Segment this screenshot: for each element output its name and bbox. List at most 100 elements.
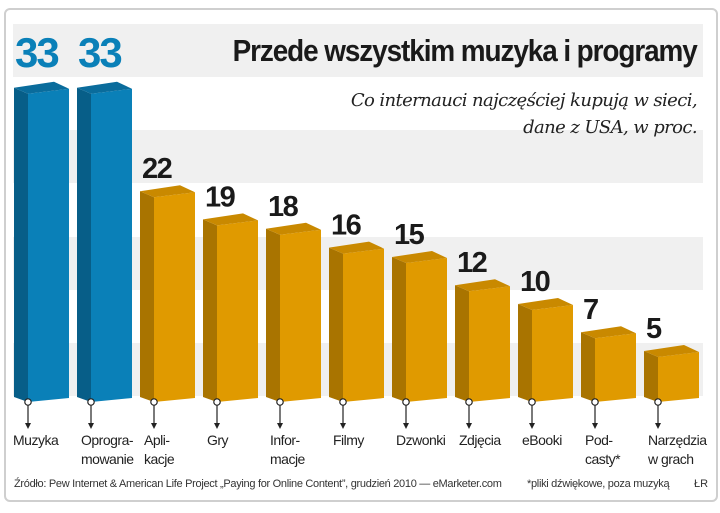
- bar-side: [203, 219, 217, 402]
- bar-top: [77, 81, 132, 94]
- footnote: *pliki dźwiękowe, poza muzyką: [527, 478, 670, 490]
- arrow-icon: [277, 423, 283, 429]
- data-label: 33: [15, 29, 58, 76]
- bar: [154, 192, 195, 402]
- marker-dot: [528, 398, 536, 406]
- category-label-line: Filmy: [333, 432, 364, 448]
- marker-dot: [213, 398, 221, 406]
- category-label: Zdjęcia: [459, 431, 501, 450]
- category-label-line: eBooki: [522, 432, 562, 448]
- arrow-icon: [466, 423, 472, 429]
- category-label-line: Zdjęcia: [459, 432, 501, 448]
- bar-side: [140, 191, 154, 402]
- category-label-line: Dzwonki: [396, 432, 446, 448]
- category-label: Narzędzia w grach: [648, 431, 707, 469]
- bar: [343, 248, 384, 402]
- category-label-line: Muzyka: [13, 432, 59, 448]
- data-label: 18: [268, 191, 299, 223]
- category-label-line: Narzędzia: [648, 432, 707, 448]
- category-label-line: w grach: [648, 451, 694, 467]
- marker-dot: [339, 398, 347, 406]
- chart-subtitle-line-1: Co internauci najczęściej kupują w sieci…: [350, 90, 698, 111]
- chart-subtitle-line-2: dane z USA, w proc.: [523, 117, 697, 138]
- bar: [406, 258, 447, 402]
- bar: [595, 333, 636, 402]
- category-label: Filmy: [333, 431, 364, 450]
- category-label: Infor-macje: [270, 431, 305, 469]
- category-label-line: Apli-: [144, 432, 170, 448]
- arrow-icon: [403, 423, 409, 429]
- marker-dot: [654, 398, 662, 406]
- chart-title: Przede wszystkim muzyka i programy: [232, 33, 698, 68]
- data-label: 33: [78, 29, 121, 76]
- data-label: 16: [331, 210, 362, 242]
- marker-dot: [465, 398, 473, 406]
- category-label-line: Gry: [207, 432, 229, 448]
- marker-dot: [402, 398, 410, 406]
- bar: [532, 305, 573, 402]
- category-label: eBooki: [522, 431, 562, 450]
- category-label: Muzyka: [13, 431, 59, 450]
- marker-dot: [591, 398, 599, 406]
- category-label-line: Oprogra-: [81, 432, 134, 448]
- category-label: Pod-casty*: [585, 431, 621, 469]
- category-label-line: Pod-: [585, 432, 613, 448]
- arrow-icon: [529, 423, 535, 429]
- arrow-icon: [592, 423, 598, 429]
- bar-top: [203, 213, 258, 226]
- bar-side: [455, 285, 469, 402]
- arrow-icon: [88, 423, 94, 429]
- bar-top: [14, 81, 69, 94]
- marker-dot: [150, 398, 158, 406]
- bar-top: [392, 251, 447, 263]
- bar-side: [329, 247, 343, 402]
- bar: [658, 352, 699, 402]
- arrow-icon: [25, 423, 31, 429]
- bar: [91, 88, 132, 403]
- bar-side: [14, 87, 28, 403]
- category-label-line: mowanie: [81, 451, 134, 467]
- bar: [217, 220, 258, 402]
- data-label: 7: [583, 294, 598, 326]
- arrow-icon: [151, 423, 157, 429]
- bar-top: [518, 298, 573, 310]
- marker-dot: [87, 398, 95, 406]
- bar-top: [455, 279, 510, 292]
- bar-top: [581, 326, 636, 339]
- data-label: 22: [142, 153, 172, 185]
- arrow-icon: [340, 423, 346, 429]
- data-label: 10: [520, 266, 550, 298]
- arrow-icon: [214, 423, 220, 429]
- bar-side: [518, 304, 532, 402]
- source-note: Źródło: Pew Internet & American Life Pro…: [14, 478, 502, 490]
- arrow-icon: [655, 423, 661, 429]
- category-label: Gry: [207, 431, 229, 450]
- data-label: 5: [646, 313, 662, 345]
- bar: [28, 88, 69, 403]
- category-label: Apli-kacje: [144, 431, 175, 469]
- bar: [469, 286, 510, 402]
- bar-side: [77, 87, 91, 403]
- bar-top: [329, 241, 384, 254]
- category-label-line: kacje: [144, 451, 175, 467]
- category-label: Oprogra-mowanie: [81, 431, 134, 469]
- bar-side: [266, 228, 280, 402]
- bar-side: [392, 257, 406, 402]
- bar: [280, 229, 321, 402]
- category-label-line: Infor-: [270, 432, 300, 448]
- background-stripe: [13, 24, 703, 77]
- bar-side: [644, 351, 658, 402]
- author-signature: ŁR: [694, 478, 709, 490]
- category-label-line: macje: [270, 451, 305, 467]
- bar-side: [581, 332, 595, 402]
- marker-dot: [24, 398, 32, 406]
- data-label: 15: [394, 219, 425, 251]
- category-label-line: casty*: [585, 451, 621, 467]
- marker-dot: [276, 398, 284, 406]
- category-label: Dzwonki: [396, 431, 446, 450]
- data-label: 19: [205, 181, 236, 213]
- data-label: 12: [457, 247, 487, 279]
- bar-top: [266, 222, 321, 235]
- bar-top: [140, 185, 195, 198]
